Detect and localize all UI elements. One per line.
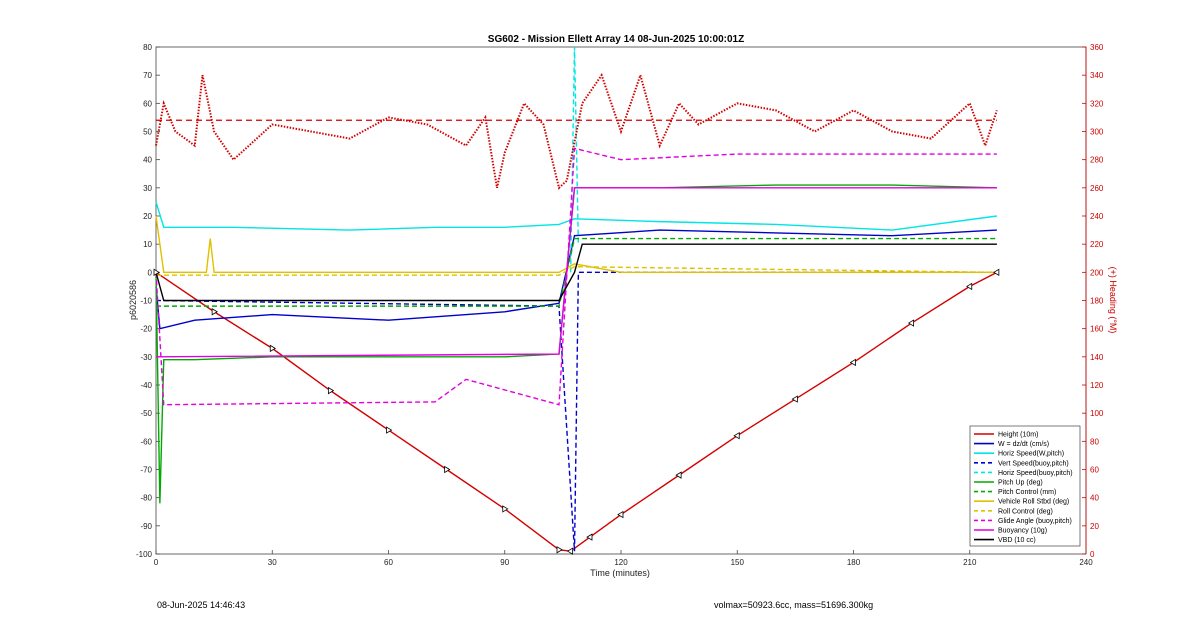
- y-right-tick-label: 20: [1090, 522, 1099, 531]
- y-right-tick-label: 200: [1090, 268, 1104, 277]
- height-marker: [791, 395, 798, 403]
- series-line: [155, 187, 997, 358]
- legend-label: Pitch Up (deg): [998, 480, 1043, 487]
- height-marker: [617, 510, 624, 519]
- y-tick-label: 10: [143, 240, 152, 249]
- legend-label: Height (10m): [998, 432, 1038, 439]
- legend-label: Horiz Speed(W,pitch): [998, 451, 1064, 458]
- y-right-tick-label: 80: [1090, 437, 1099, 446]
- x-tick-label: 150: [731, 558, 745, 567]
- y-axis-right-label: (+) Heading (°M): [1108, 267, 1118, 334]
- y-right-tick-label: 340: [1090, 71, 1104, 80]
- y-tick-label: -50: [140, 409, 152, 418]
- y-right-tick-label: 260: [1090, 184, 1104, 193]
- height-marker: [993, 268, 1000, 277]
- y-tick-label: -10: [140, 297, 152, 306]
- height-marker: [502, 505, 509, 513]
- height-marker: [153, 268, 160, 277]
- y-tick-label: -60: [140, 437, 152, 446]
- y-tick-label: 60: [143, 99, 152, 108]
- height-marker: [386, 426, 393, 434]
- y-tick-label: 30: [143, 184, 152, 193]
- series-line: [155, 229, 997, 330]
- y-right-tick-label: 180: [1090, 297, 1104, 306]
- height-marker: [566, 547, 574, 555]
- series-line: [155, 201, 997, 231]
- y-right-tick-label: 100: [1090, 409, 1104, 418]
- plot-area: 0 30 60 90 120 150 180 210 24080706050403020100-…: [136, 43, 1104, 567]
- y-tick-label: -100: [136, 550, 153, 559]
- y-right-tick-label: 360: [1090, 43, 1104, 52]
- heading-line: [155, 71, 998, 190]
- legend-label: Vehicle Roll Stbd (deg): [998, 499, 1069, 506]
- x-tick-label: 0: [154, 558, 159, 567]
- legend-label: Vert Speed(buoy,pitch): [998, 460, 1069, 467]
- height-marker: [269, 344, 277, 353]
- y-tick-label: -20: [140, 325, 152, 334]
- x-tick-label: 90: [500, 558, 509, 567]
- y-right-tick-label: 220: [1090, 240, 1104, 249]
- y-tick-label: -30: [140, 353, 152, 362]
- y-right-tick-label: 320: [1090, 99, 1104, 108]
- y-tick-label: -40: [140, 381, 152, 390]
- height-marker: [444, 465, 451, 474]
- y-right-tick-label: 60: [1090, 466, 1099, 475]
- x-tick-label: 60: [384, 558, 393, 567]
- series-line: [155, 215, 997, 274]
- height-marker: [211, 308, 218, 316]
- legend-box: [969, 425, 1081, 547]
- y-tick-label: 80: [143, 43, 152, 52]
- legend-label: VBD (10 cc): [998, 537, 1036, 544]
- height-marker: [849, 358, 856, 367]
- y-right-tick-label: 40: [1090, 494, 1099, 503]
- y-tick-label: -80: [140, 494, 152, 503]
- y-axis-label: p6020586: [128, 280, 138, 320]
- series-line: [155, 184, 997, 504]
- y-right-tick-label: 160: [1090, 325, 1104, 334]
- legend-label: Glide Angle (buoy,pitch): [998, 518, 1072, 525]
- y-tick-label: -90: [140, 522, 152, 531]
- legend-label: Horiz Speed(buoy,pitch): [998, 470, 1073, 477]
- x-tick-label: 210: [963, 558, 977, 567]
- series-line: [155, 243, 997, 302]
- x-tick-label: 240: [1079, 558, 1093, 567]
- y-tick-label: 0: [148, 268, 153, 277]
- footer-timestamp: 08-Jun-2025 14:46:43: [157, 600, 246, 610]
- y-right-tick-label: 140: [1090, 353, 1104, 362]
- height-marker: [586, 533, 593, 541]
- y-tick-label: 50: [143, 128, 152, 137]
- legend-label: Roll Control (deg): [998, 508, 1053, 515]
- legend-label: W = dz/dt (cm/s): [998, 441, 1049, 448]
- x-tick-label: 120: [614, 558, 628, 567]
- legend-label: Pitch Control (mm): [998, 489, 1056, 496]
- y-right-tick-label: 0: [1090, 550, 1095, 559]
- y-right-tick-label: 300: [1090, 128, 1104, 137]
- footer-volmax: volmax=50923.6cc, mass=51696.300kg: [714, 600, 874, 610]
- series-line: [156, 237, 997, 307]
- height-marker: [733, 431, 740, 440]
- y-right-tick-label: 280: [1090, 156, 1104, 165]
- height-marker: [907, 319, 915, 327]
- y-tick-label: 20: [143, 212, 152, 221]
- legend-label: Buoyancy (10g): [998, 528, 1047, 535]
- height-marker: [556, 546, 563, 554]
- chart-title: SG602 - Mission Ellett Array 14 08-Jun-2…: [488, 34, 744, 45]
- y-tick-label: -70: [140, 466, 152, 475]
- x-tick-label: 30: [268, 558, 277, 567]
- y-right-tick-label: 120: [1090, 381, 1104, 390]
- legend: Height (10m) W = dz/dt (cm/s) Horiz Speed(…: [969, 425, 1081, 547]
- y-tick-label: 40: [143, 156, 152, 165]
- x-axis-label: Time (minutes): [590, 568, 650, 578]
- series-line: [155, 147, 997, 406]
- height-marker: [327, 386, 335, 395]
- height-marker: [675, 471, 682, 479]
- y-right-tick-label: 240: [1090, 212, 1104, 221]
- series-line: [155, 271, 998, 552]
- x-tick-label: 180: [847, 558, 861, 567]
- y-tick-label: 70: [143, 71, 152, 80]
- height-marker: [965, 282, 973, 291]
